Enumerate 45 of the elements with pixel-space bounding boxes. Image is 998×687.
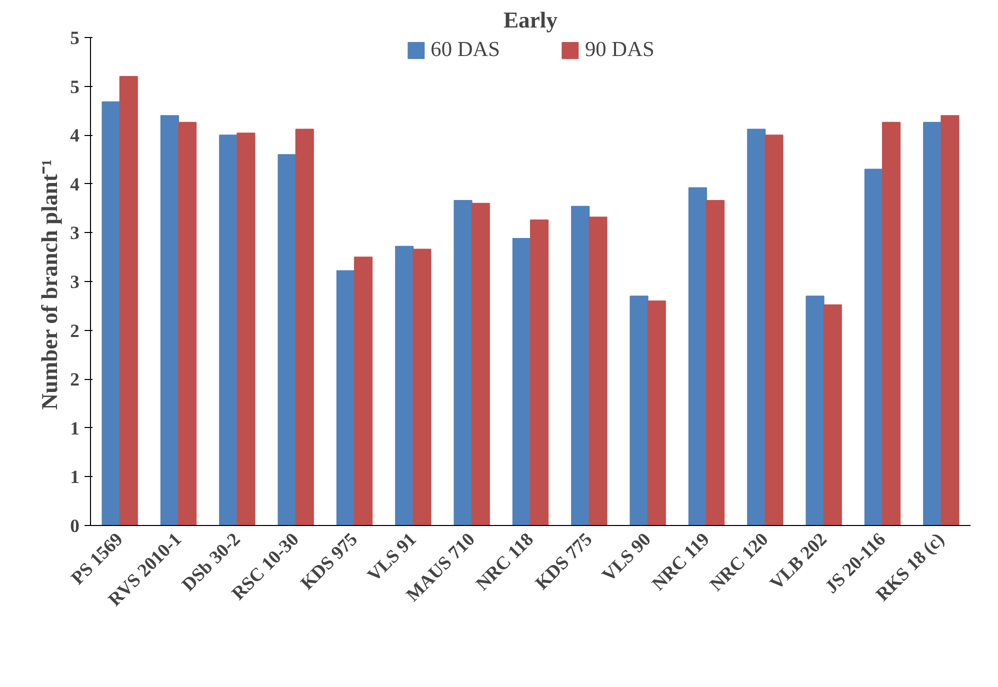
bar bbox=[395, 246, 414, 526]
y-tick-label: 5 bbox=[70, 28, 80, 49]
legend-label: 90 DAS bbox=[585, 37, 654, 62]
y-tick-label: 0 bbox=[70, 516, 80, 537]
bar bbox=[178, 122, 197, 526]
bar bbox=[236, 132, 256, 526]
bar bbox=[923, 122, 942, 526]
bar bbox=[219, 134, 238, 526]
bar bbox=[647, 300, 666, 526]
bar bbox=[630, 296, 648, 526]
chart-title: Early bbox=[503, 8, 558, 32]
y-tick-label: 5 bbox=[70, 76, 80, 98]
bar bbox=[471, 202, 490, 526]
bar bbox=[102, 101, 120, 526]
bar bbox=[119, 76, 138, 526]
y-tick-label: 4 bbox=[70, 174, 80, 196]
bar bbox=[295, 128, 314, 526]
bar bbox=[882, 122, 901, 526]
bar bbox=[940, 115, 960, 526]
bar bbox=[823, 304, 842, 526]
bar bbox=[512, 238, 531, 526]
bar bbox=[706, 200, 725, 526]
bar bbox=[588, 216, 608, 526]
y-tick-label: 2 bbox=[70, 370, 80, 391]
bar bbox=[160, 115, 179, 526]
bar bbox=[278, 154, 296, 526]
bar bbox=[764, 134, 784, 526]
bar bbox=[806, 296, 824, 526]
bar bbox=[747, 128, 766, 526]
bar bbox=[571, 206, 590, 526]
y-tick-label: 1 bbox=[70, 467, 80, 488]
y-tick-label: 1 bbox=[70, 418, 80, 440]
y-tick-label: 4 bbox=[70, 126, 80, 147]
bar bbox=[354, 256, 373, 526]
bar bbox=[336, 270, 355, 526]
legend-label: 60 DAS bbox=[430, 37, 500, 62]
y-tick-label: 2 bbox=[70, 320, 80, 342]
bar bbox=[454, 200, 472, 526]
bar bbox=[864, 168, 883, 526]
y-tick-label: 3 bbox=[70, 223, 80, 244]
y-axis-title: Number of branch plant⁻¹ bbox=[37, 159, 62, 410]
y-tick-label: 3 bbox=[70, 272, 80, 293]
bar bbox=[530, 220, 549, 526]
bar bbox=[688, 187, 707, 526]
bar bbox=[412, 248, 432, 526]
